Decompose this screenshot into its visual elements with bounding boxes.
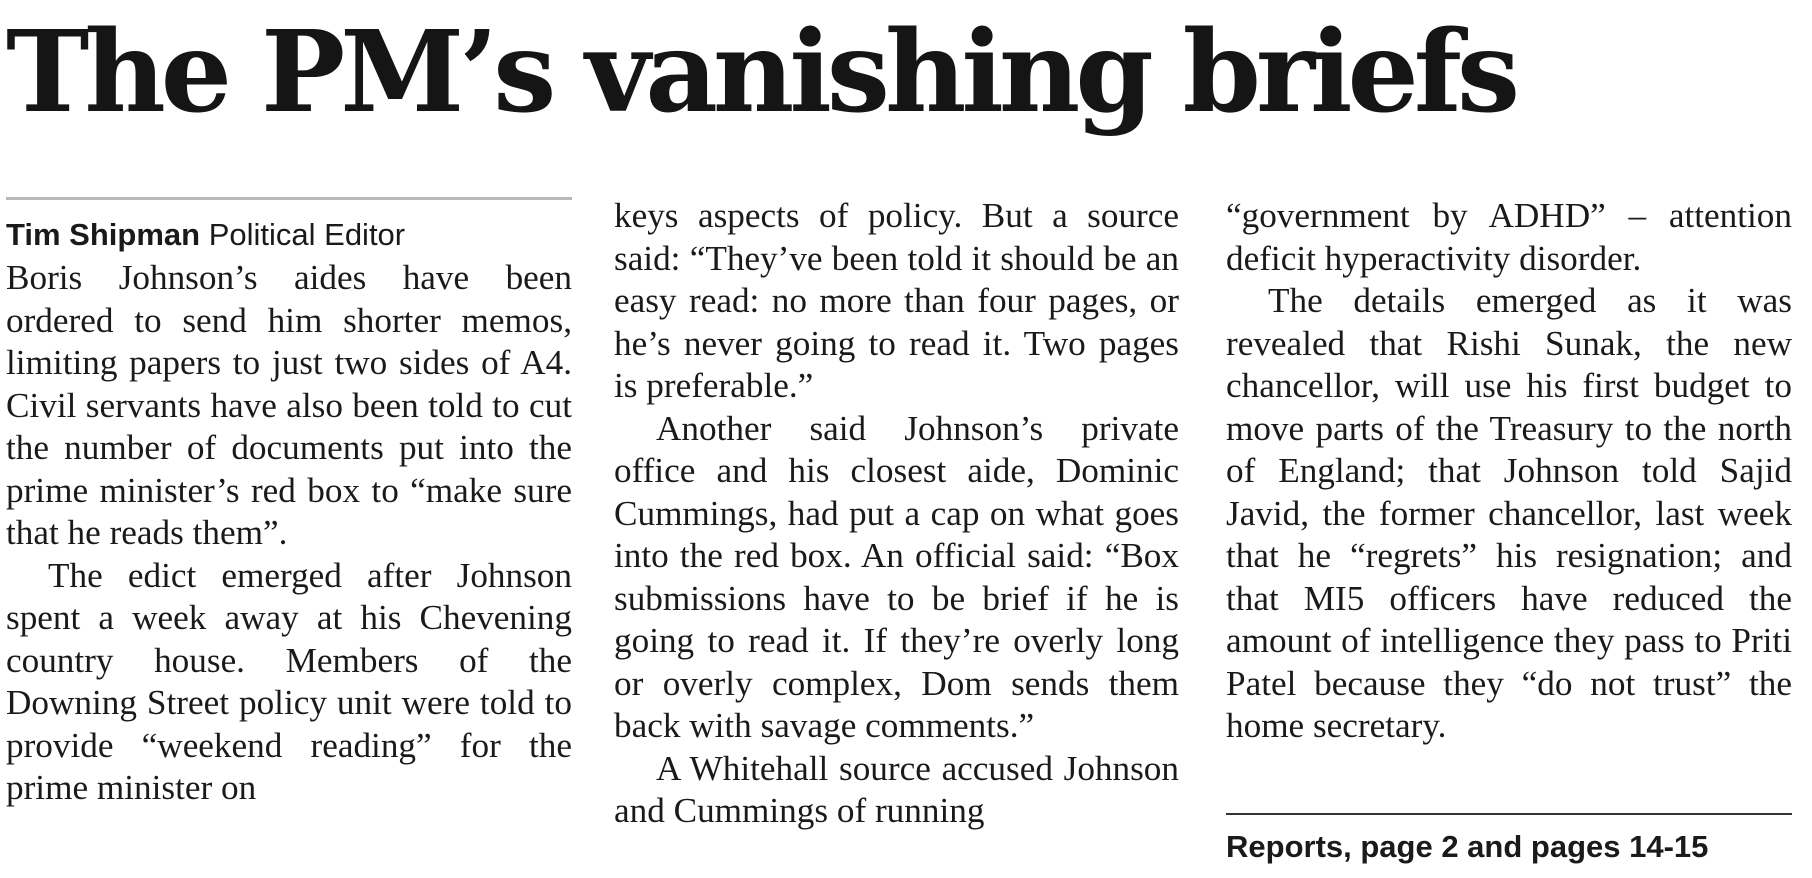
paragraph: “government by ADHD” – attention deficit… (1226, 196, 1792, 278)
paragraph: keys aspects of policy. But a source sai… (614, 196, 1179, 405)
page-reference-rule (1226, 813, 1792, 815)
author-role: Political Editor (208, 217, 406, 252)
column-1-text: Boris Johnson’s aides have been ordered … (6, 257, 572, 810)
column-3-text: “government by ADHD” – attention deficit… (1226, 195, 1792, 748)
page-reference: Reports, page 2 and pages 14-15 (1226, 829, 1709, 864)
paragraph: The details emerged as it was revealed t… (1226, 281, 1792, 745)
column-2-text: keys aspects of policy. But a source sai… (614, 195, 1179, 833)
paragraph: Another said Johnson’s private office an… (614, 408, 1179, 746)
author-name: Tim Shipman (6, 217, 201, 252)
byline-rule (6, 197, 572, 200)
article-column-3: “government by ADHD” – attention deficit… (1226, 195, 1792, 864)
paragraph: Boris Johnson’s aides have been ordered … (6, 258, 572, 552)
paragraph: The edict emerged after Johnson spent a … (6, 555, 572, 808)
headline: The PM’s vanishing briefs (6, 7, 1520, 138)
article-column-2: keys aspects of policy. But a source sai… (614, 195, 1179, 833)
page-reference-block: Reports, page 2 and pages 14-15 (1226, 813, 1792, 867)
paragraph: A Whitehall source accused Johnson and C… (614, 748, 1179, 831)
article-column-1: Tim Shipman Political Editor Boris Johns… (6, 197, 572, 810)
byline: Tim Shipman Political Editor (6, 215, 572, 255)
